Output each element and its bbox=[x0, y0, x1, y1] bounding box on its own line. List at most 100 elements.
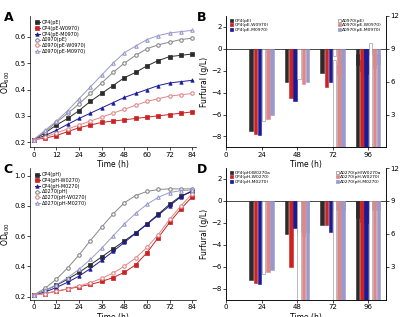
Bar bbox=[298, 201, 301, 300]
Bar bbox=[342, 201, 345, 210]
Δ0970(pE) bbox=[54, 120, 59, 124]
Text: D: D bbox=[197, 163, 208, 176]
Bar bbox=[285, 201, 288, 234]
Δ0270(pH) bbox=[178, 187, 183, 191]
Δ0970(pE) bbox=[133, 54, 138, 57]
CP4(pH-M0270) bbox=[99, 258, 104, 262]
CP4(pE-M0970) bbox=[54, 128, 59, 132]
Δ0270(pH-M0270) bbox=[31, 293, 36, 297]
CP4(pE) bbox=[178, 54, 183, 57]
Bar bbox=[360, 201, 364, 222]
Line: CP4(pH-W0270): CP4(pH-W0270) bbox=[32, 195, 194, 297]
Bar bbox=[369, 201, 372, 300]
CP4(pE) bbox=[77, 109, 82, 113]
CP4(pH-W0270) bbox=[190, 195, 195, 199]
Bar bbox=[258, 201, 261, 284]
CP4(pH-M0270) bbox=[77, 274, 82, 278]
CP4(pH) bbox=[190, 190, 195, 193]
Bar bbox=[342, 49, 345, 76]
Δ0970(pE-M0970) bbox=[133, 44, 138, 48]
Bar bbox=[270, 201, 274, 270]
Y-axis label: OD$_{600}$: OD$_{600}$ bbox=[0, 70, 12, 94]
Bar bbox=[320, 201, 324, 225]
Bar bbox=[356, 201, 360, 300]
Δ0970(pE-W0970) bbox=[99, 115, 104, 119]
Δ0970(pE) bbox=[144, 47, 149, 51]
Bar bbox=[266, 201, 270, 272]
Bar bbox=[373, 49, 376, 68]
CP4(pE-M0970) bbox=[110, 101, 116, 105]
Bar bbox=[325, 49, 328, 87]
Δ0970(pE-M0970) bbox=[144, 38, 149, 42]
Δ0970(pE) bbox=[190, 36, 195, 40]
Bar bbox=[373, 201, 376, 300]
Δ0270(pH-M0270) bbox=[190, 188, 195, 192]
Line: Δ0970(pE-W0970): Δ0970(pE-W0970) bbox=[32, 92, 194, 141]
Bar bbox=[373, 201, 376, 210]
CP4(pH-W0270) bbox=[88, 282, 93, 286]
Δ0970(pE-W0970) bbox=[144, 100, 149, 103]
CP4(pE-W0970) bbox=[88, 123, 93, 127]
Bar bbox=[289, 49, 292, 98]
Bar bbox=[306, 201, 309, 232]
CP4(pH) bbox=[54, 283, 59, 287]
Δ0270(pH) bbox=[133, 194, 138, 197]
Δ0270(pH) bbox=[65, 266, 70, 270]
CP4(pH-W0270) bbox=[178, 207, 183, 211]
Δ0270(pH-M0270) bbox=[144, 202, 149, 206]
Δ0270(pH) bbox=[77, 253, 82, 257]
Δ0270(pH-W0270) bbox=[133, 256, 138, 260]
Bar bbox=[377, 201, 380, 210]
Δ0270(pH-M0270) bbox=[133, 211, 138, 215]
Δ0970(pE-W0970) bbox=[88, 119, 93, 123]
Bar bbox=[254, 201, 257, 283]
Δ0970(pE-M0970) bbox=[122, 51, 127, 55]
CP4(pH-W0270) bbox=[77, 285, 82, 288]
CP4(pH) bbox=[133, 231, 138, 235]
Bar bbox=[342, 76, 345, 147]
Δ0970(pE-M0970) bbox=[190, 29, 195, 32]
CP4(pH-M0270) bbox=[88, 267, 93, 270]
Δ0270(pH-M0270) bbox=[156, 196, 161, 199]
Line: CP4(pH-M0270): CP4(pH-M0270) bbox=[32, 189, 194, 297]
CP4(pE-M0970) bbox=[156, 84, 161, 87]
CP4(pE-M0970) bbox=[178, 80, 183, 84]
Δ0270(pH) bbox=[54, 277, 59, 281]
CP4(pH-M0270) bbox=[31, 293, 36, 297]
CP4(pE) bbox=[190, 52, 195, 56]
CP4(pE-W0970) bbox=[77, 126, 82, 130]
X-axis label: Time (h): Time (h) bbox=[97, 160, 129, 169]
Δ0270(pH-M0270) bbox=[110, 234, 116, 238]
CP4(pE-W0970) bbox=[99, 120, 104, 124]
Line: Δ0270(pH-W0270): Δ0270(pH-W0270) bbox=[32, 192, 194, 297]
CP4(pH) bbox=[99, 255, 104, 259]
CP4(pE-W0970) bbox=[133, 117, 138, 120]
Bar bbox=[320, 49, 324, 73]
Δ0970(pE-M0970) bbox=[178, 30, 183, 34]
Line: Δ0270(pH): Δ0270(pH) bbox=[32, 187, 194, 297]
Bar bbox=[369, 49, 372, 55]
Y-axis label: Furfural (g/L): Furfural (g/L) bbox=[200, 56, 209, 107]
CP4(pE-M0970) bbox=[88, 111, 93, 115]
Bar bbox=[302, 201, 305, 236]
CP4(pH-W0270) bbox=[133, 263, 138, 267]
Bar bbox=[298, 49, 301, 80]
Bar bbox=[249, 49, 253, 131]
CP4(pE-W0970) bbox=[31, 138, 36, 141]
Bar bbox=[302, 201, 305, 300]
Δ0270(pH-W0270) bbox=[178, 204, 183, 208]
CP4(pE-M0970) bbox=[31, 138, 36, 141]
Δ0970(pE-M0970) bbox=[54, 119, 59, 123]
Δ0270(pH) bbox=[88, 239, 93, 243]
Δ0970(pE) bbox=[167, 40, 172, 44]
CP4(pH-M0270) bbox=[144, 222, 149, 226]
Δ0970(pE) bbox=[65, 111, 70, 115]
Bar bbox=[266, 49, 270, 119]
Δ0270(pH-W0270) bbox=[65, 287, 70, 291]
CP4(pH-M0270) bbox=[65, 280, 70, 284]
CP4(pE-M0970) bbox=[167, 81, 172, 85]
Bar bbox=[364, 49, 368, 147]
Bar bbox=[364, 201, 368, 300]
X-axis label: Time (h): Time (h) bbox=[290, 160, 322, 169]
CP4(pH-W0270) bbox=[110, 276, 116, 280]
